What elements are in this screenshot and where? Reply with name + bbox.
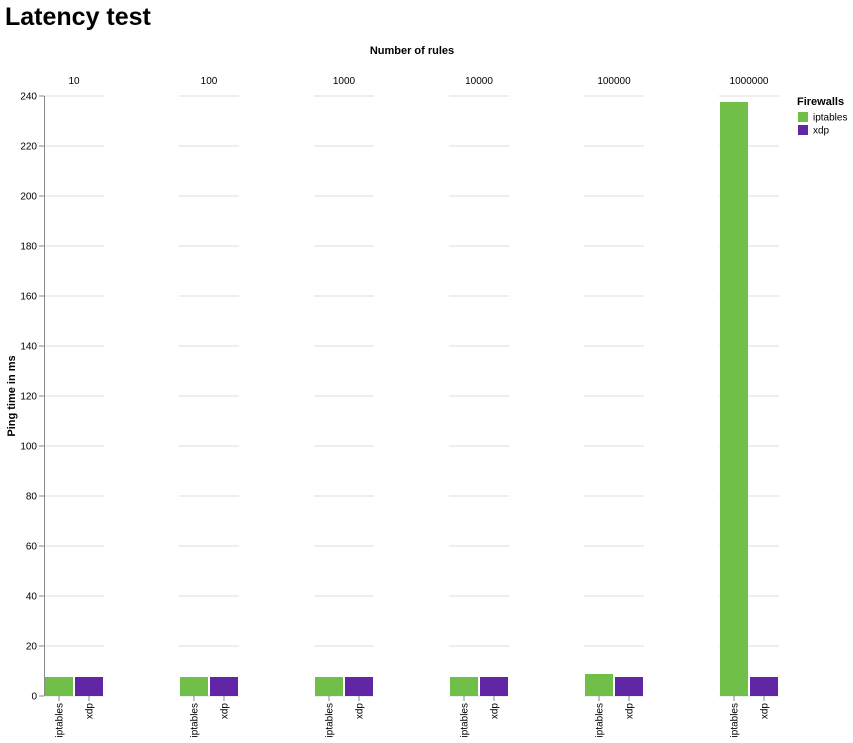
y-tick-label: 180 [20,242,37,253]
facet-label: 10 [68,76,80,87]
y-tick-label: 200 [20,192,37,203]
facet-label: 10000 [465,76,493,87]
legend-title: Firewalls [797,96,844,108]
y-tick-label: 220 [20,142,37,153]
x-tick-label: iptables [325,703,336,737]
x-tick-label: xdp [85,703,96,720]
bar [75,677,103,696]
y-tick-label: 100 [20,442,37,453]
y-tick-label: 20 [26,642,38,653]
bar [210,677,238,696]
y-tick-label: 60 [26,542,38,553]
legend-swatch [798,112,808,122]
bar [585,674,613,696]
y-axis-label: Ping time in ms [6,355,18,436]
bar [480,677,508,696]
facet-label: 1000 [333,76,356,87]
x-tick-label: iptables [460,703,471,737]
x-tick-label: iptables [55,703,66,737]
y-tick-label: 40 [26,592,38,603]
facet-label: 100000 [597,76,631,87]
legend-label: iptables [813,113,847,124]
facet-label: 1000000 [730,76,769,87]
y-tick-label: 160 [20,292,37,303]
bar [315,677,343,696]
bar [450,677,478,696]
legend-swatch [798,125,808,135]
x-tick-label: xdp [625,703,636,720]
bar [720,102,748,696]
facet-title: Number of rules [370,45,454,57]
x-tick-label: iptables [730,703,741,737]
facet-label: 100 [201,76,218,87]
y-tick-label: 0 [31,692,37,703]
chart-title: Latency test [5,3,152,31]
x-tick-label: iptables [190,703,201,737]
bar [180,677,208,696]
bar [345,677,373,696]
bar [750,677,778,696]
x-tick-label: xdp [355,703,366,720]
y-tick-label: 140 [20,342,37,353]
y-tick-label: 240 [20,92,37,103]
x-tick-label: xdp [760,703,771,720]
y-tick-label: 80 [26,492,38,503]
bar [615,677,643,696]
bar [45,677,73,696]
x-tick-label: iptables [595,703,606,737]
y-tick-label: 120 [20,392,37,403]
x-tick-label: xdp [220,703,231,720]
legend-label: xdp [813,126,830,137]
x-tick-label: xdp [490,703,501,720]
